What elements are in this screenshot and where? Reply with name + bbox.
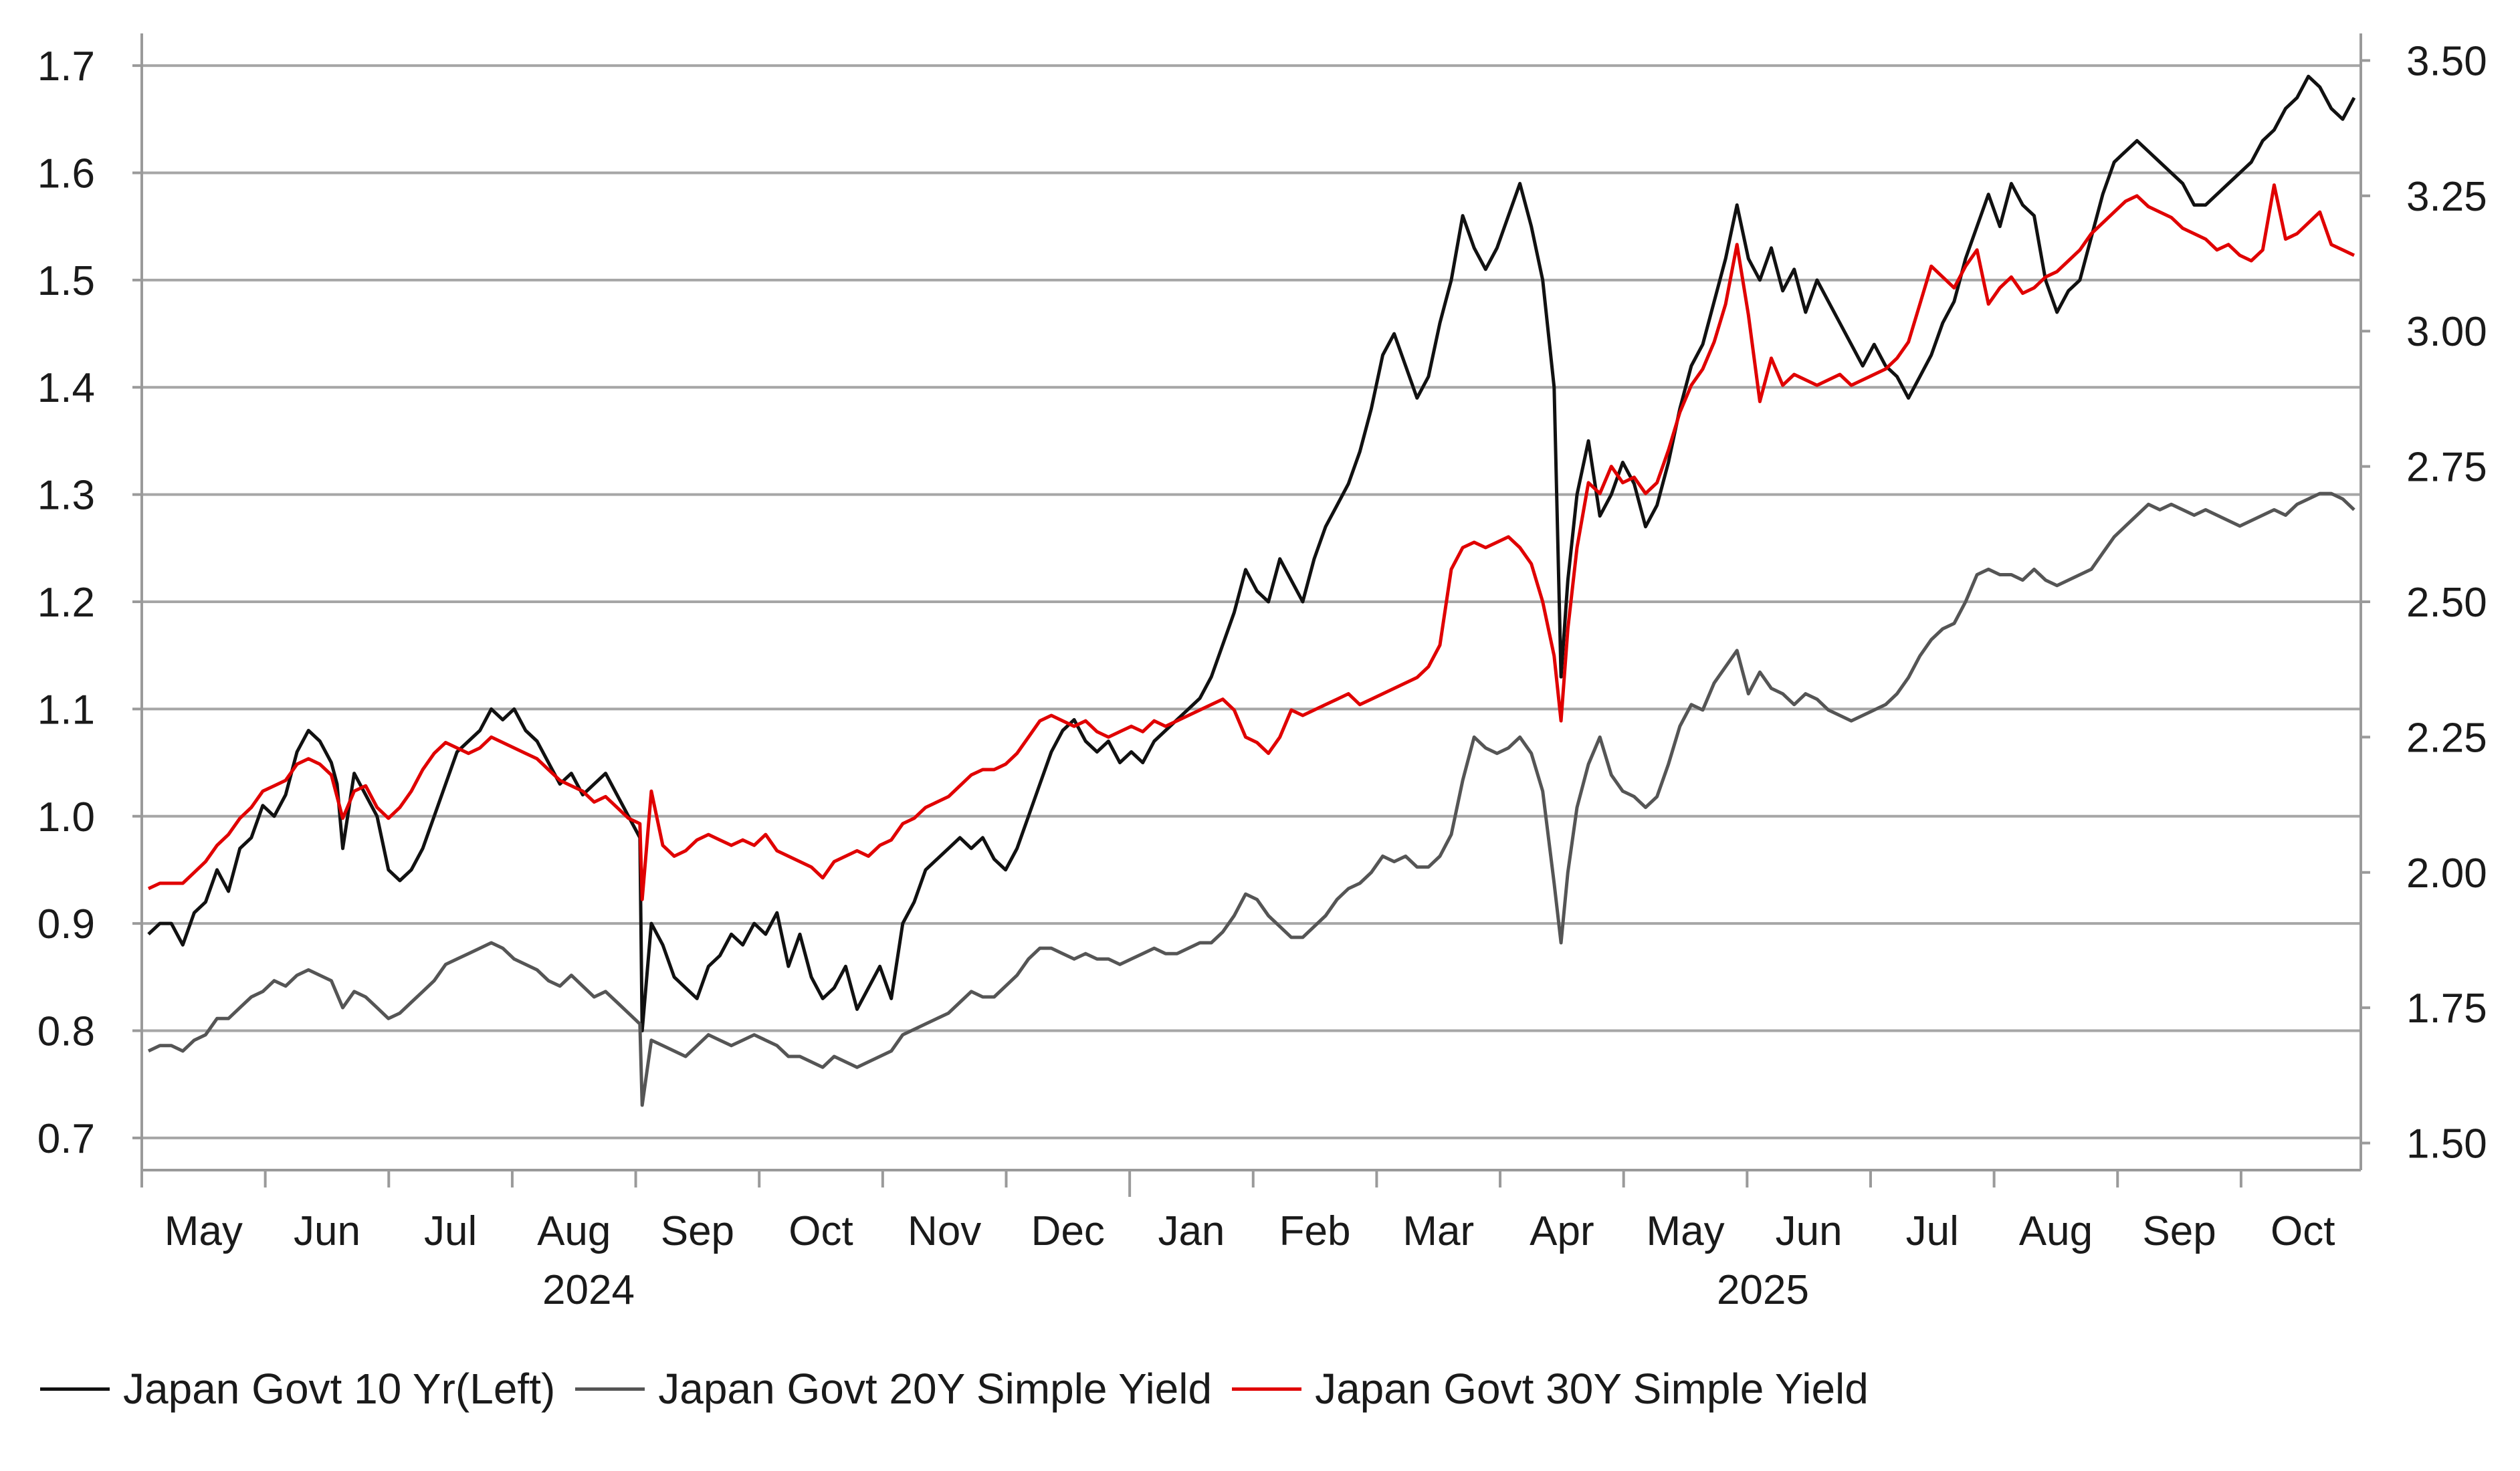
legend-item-30y: Japan Govt 30Y Simple Yield [1232, 1364, 1869, 1413]
right-tick-label: 3.50 [2406, 38, 2487, 84]
x-month-label: Apr [1530, 1208, 1594, 1254]
left-tick-label: 1.5 [37, 258, 95, 304]
x-month-label: Jan [1158, 1208, 1225, 1254]
left-tick-label: 1.4 [37, 365, 95, 411]
year-label-2025: 2025 [1717, 1267, 1809, 1313]
x-month-label: May [1646, 1208, 1724, 1254]
x-month-label: Aug [2019, 1208, 2093, 1254]
x-tick-marks [140, 1170, 2242, 1197]
x-month-label: Jul [1906, 1208, 1959, 1254]
x-month-label: Oct [2271, 1208, 2335, 1254]
x-month-label: Jul [424, 1208, 477, 1254]
left-tick-label: 1.1 [37, 687, 95, 733]
left-tick-label: 1.3 [37, 473, 95, 519]
legend-item-10yr: Japan Govt 10 Yr(Left) [40, 1364, 555, 1413]
left-tick-label: 0.7 [37, 1116, 95, 1162]
legend-label-10yr: Japan Govt 10 Yr(Left) [123, 1365, 556, 1413]
right-tick-label: 2.00 [2406, 851, 2487, 897]
legend-swatch-10yr [40, 1387, 110, 1391]
right-tick-label: 1.75 [2406, 986, 2487, 1032]
series-line-2 [147, 183, 2355, 901]
gridlines [142, 64, 2361, 1139]
x-year-labels: 2024 2025 [542, 1267, 1809, 1313]
x-month-label: Sep [661, 1208, 734, 1254]
x-month-label: Nov [908, 1208, 981, 1254]
right-tick-label: 3.25 [2406, 174, 2487, 220]
legend-swatch-30y [1232, 1387, 1302, 1391]
series-line-1 [147, 491, 2355, 1107]
right-tick-label: 1.50 [2406, 1121, 2487, 1167]
left-tick-label: 1.7 [37, 43, 95, 90]
left-tick-label: 1.6 [37, 150, 95, 197]
x-month-label: Mar [1402, 1208, 1474, 1254]
left-tick-label: 1.2 [37, 580, 95, 626]
left-y-tick-labels: 0.7 0.8 0.9 1.0 1.1 1.2 1.3 1.4 1.5 1.6 1.7 [37, 43, 142, 1162]
left-tick-label: 0.9 [37, 901, 95, 947]
x-month-label: Dec [1031, 1208, 1105, 1254]
right-tick-label: 3.00 [2406, 309, 2487, 355]
legend-item-20y: Japan Govt 20Y Simple Yield [575, 1364, 1212, 1413]
legend-label-20y: Japan Govt 20Y Simple Yield [658, 1365, 1213, 1413]
x-month-label: Feb [1279, 1208, 1351, 1254]
right-tick-label: 2.50 [2406, 580, 2487, 626]
right-y-tick-labels: 1.50 1.75 2.00 2.25 2.50 2.75 3.00 3.25 3.50 [2361, 38, 2487, 1167]
x-month-label: Sep [2142, 1208, 2216, 1254]
legend: Japan Govt 10 Yr(Left) Japan Govt 20Y Si… [40, 1364, 1869, 1413]
right-tick-label: 2.25 [2406, 715, 2487, 761]
x-month-label: Jun [1776, 1208, 1843, 1254]
legend-label-30y: Japan Govt 30Y Simple Yield [1315, 1365, 1869, 1413]
series-line-0 [147, 74, 2356, 1032]
legend-swatch-20y [575, 1387, 645, 1391]
x-month-label: Jun [294, 1208, 360, 1254]
x-month-labels: May Jun Jul Aug Sep Oct Nov Dec Jan Feb Mar Apr May J… [165, 1208, 2335, 1254]
x-month-label: Oct [789, 1208, 853, 1254]
series-lines [147, 74, 2356, 1107]
x-month-label: May [165, 1208, 243, 1254]
x-month-label: Aug [537, 1208, 611, 1254]
left-tick-label: 1.0 [37, 794, 95, 840]
year-label-2024: 2024 [542, 1267, 635, 1313]
right-tick-label: 2.75 [2406, 445, 2487, 491]
left-tick-label: 0.8 [37, 1009, 95, 1055]
